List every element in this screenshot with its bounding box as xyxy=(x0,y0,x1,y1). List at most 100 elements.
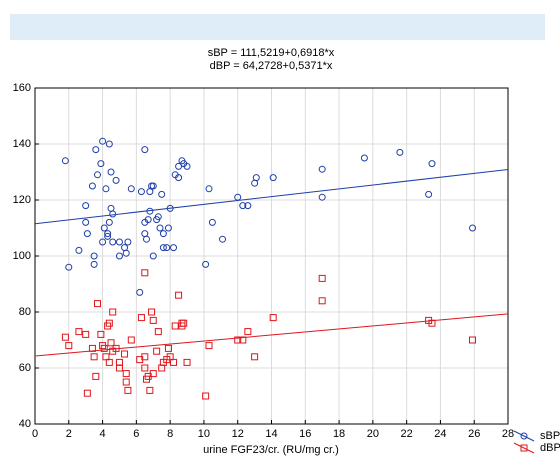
point xyxy=(360,154,368,162)
x-tick-label: 6 xyxy=(133,428,139,440)
legend-marker xyxy=(520,432,528,440)
y-tick-label: 60 xyxy=(19,362,31,374)
x-tick-label: 14 xyxy=(265,428,277,440)
point xyxy=(318,165,326,173)
point xyxy=(107,339,115,347)
point xyxy=(146,188,154,196)
y-tick-label: 120 xyxy=(13,194,31,206)
point xyxy=(208,218,216,226)
x-tick-label: 4 xyxy=(100,428,106,440)
point xyxy=(318,274,326,282)
point xyxy=(141,364,149,372)
point xyxy=(127,185,135,193)
point xyxy=(124,238,132,246)
point xyxy=(146,207,154,215)
header-band xyxy=(10,14,545,40)
point xyxy=(428,160,436,168)
point xyxy=(115,252,123,260)
y-tick-label: 80 xyxy=(19,306,31,318)
x-tick-label: 26 xyxy=(468,428,480,440)
point xyxy=(121,350,129,358)
point xyxy=(175,174,183,182)
point xyxy=(141,269,149,277)
point xyxy=(82,202,90,210)
y-tick-label: 40 xyxy=(19,418,31,430)
point xyxy=(318,297,326,305)
plot-frame xyxy=(34,87,509,425)
x-tick-label: 24 xyxy=(434,428,446,440)
point xyxy=(75,246,83,254)
point xyxy=(219,235,227,243)
point xyxy=(171,322,179,330)
y-tick-label: 100 xyxy=(13,250,31,262)
point xyxy=(144,216,152,224)
point xyxy=(154,213,162,221)
point xyxy=(109,210,117,218)
point xyxy=(269,174,277,182)
x-tick-label: 22 xyxy=(401,428,413,440)
point xyxy=(244,328,252,336)
point xyxy=(244,202,252,210)
point xyxy=(142,235,150,243)
point xyxy=(149,252,157,260)
point xyxy=(105,218,113,226)
x-tick-label: 0 xyxy=(32,428,38,440)
point xyxy=(122,370,130,378)
point xyxy=(428,319,436,327)
point xyxy=(425,190,433,198)
point xyxy=(105,358,113,366)
point xyxy=(164,224,172,232)
point xyxy=(251,179,259,187)
point xyxy=(90,260,98,268)
point xyxy=(159,230,167,238)
point xyxy=(175,291,183,299)
point xyxy=(149,182,157,190)
point xyxy=(75,328,83,336)
point xyxy=(149,316,157,324)
point xyxy=(109,238,117,246)
point xyxy=(469,224,477,232)
point xyxy=(148,308,156,316)
point xyxy=(99,137,107,145)
point xyxy=(121,244,129,252)
point xyxy=(65,342,73,350)
x-tick-label: 20 xyxy=(367,428,379,440)
point xyxy=(104,232,112,240)
point xyxy=(88,344,96,352)
x-tick-label: 28 xyxy=(502,428,514,440)
point xyxy=(105,140,113,148)
x-tick-label: 10 xyxy=(198,428,210,440)
point xyxy=(94,171,102,179)
x-tick-label: 2 xyxy=(66,428,72,440)
point xyxy=(170,244,178,252)
point xyxy=(183,162,191,170)
point xyxy=(105,319,113,327)
point xyxy=(136,288,144,296)
point xyxy=(234,193,242,201)
point xyxy=(97,160,105,168)
point xyxy=(252,174,260,182)
point xyxy=(94,300,102,308)
point xyxy=(61,157,69,165)
point xyxy=(115,364,123,372)
x-axis-label: urine FGF23/cr. (RU/mg cr.) xyxy=(203,444,339,456)
point xyxy=(100,224,108,232)
x-tick-label: 12 xyxy=(232,428,244,440)
point xyxy=(61,333,69,341)
chart-subtitle: dBP = 64,2728+0,5371*x xyxy=(210,60,333,72)
point xyxy=(251,353,259,361)
point xyxy=(88,182,96,190)
point xyxy=(137,188,145,196)
point xyxy=(318,193,326,201)
point xyxy=(183,358,191,366)
x-tick-label: 16 xyxy=(299,428,311,440)
point xyxy=(239,202,247,210)
point xyxy=(122,249,130,257)
point xyxy=(97,330,105,338)
point xyxy=(104,230,112,238)
point xyxy=(170,358,178,366)
point xyxy=(127,336,135,344)
point xyxy=(107,204,115,212)
